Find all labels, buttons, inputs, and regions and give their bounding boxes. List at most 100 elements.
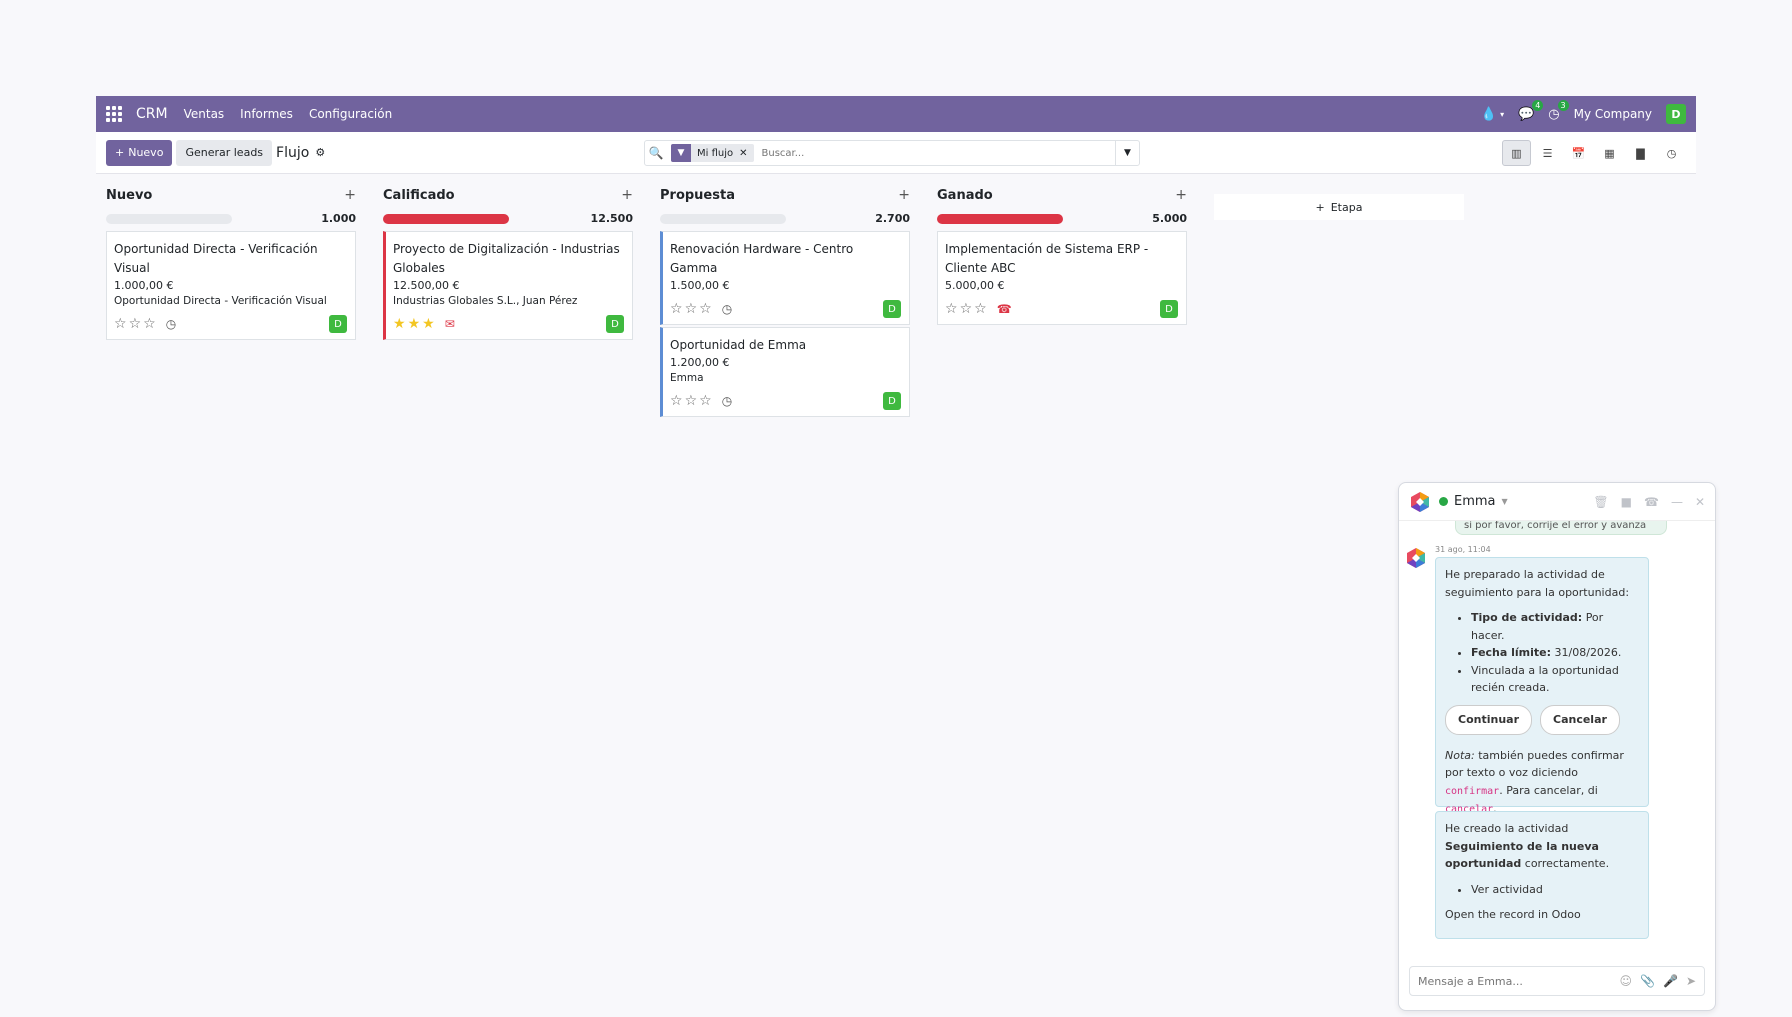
- column-title[interactable]: Calificado: [383, 187, 455, 203]
- avatar: D: [1160, 300, 1178, 318]
- company-switcher[interactable]: My Company: [1573, 107, 1652, 121]
- note-part-1: también puedes confirmar por texto o voz…: [1445, 748, 1624, 780]
- star-icon[interactable]: ☆: [670, 393, 683, 409]
- send-icon[interactable]: ➤: [1685, 974, 1696, 988]
- add-stage-button[interactable]: + Etapa: [1214, 194, 1464, 220]
- user-avatar[interactable]: D: [1666, 104, 1686, 124]
- cancel-keyword: cancelar: [1445, 804, 1494, 815]
- minimize-icon[interactable]: —: [1670, 494, 1683, 509]
- star-icon[interactable]: ☆: [128, 316, 142, 332]
- debug-drop-icon[interactable]: 💧 ▾: [1480, 106, 1505, 122]
- star-icon[interactable]: ☆: [699, 393, 712, 409]
- phone-call-icon[interactable]: ☎: [1643, 494, 1659, 509]
- trash-icon[interactable]: 🗑: [1593, 494, 1609, 509]
- column-title[interactable]: Propuesta: [660, 187, 735, 203]
- calendar-view-icon[interactable]: 📅: [1571, 146, 1586, 160]
- chat-name[interactable]: Emma: [1454, 494, 1496, 509]
- star-filled-icon[interactable]: ★: [393, 316, 406, 332]
- progress-bar[interactable]: [660, 213, 786, 224]
- menu-configuracion[interactable]: Configuración: [308, 107, 393, 121]
- kanban-view-icon[interactable]: ▥: [1502, 140, 1531, 166]
- star-icon[interactable]: ☆: [143, 316, 156, 332]
- star-icon[interactable]: ☆: [670, 301, 683, 317]
- star-icon[interactable]: ☆: [684, 393, 698, 409]
- kanban-card[interactable]: Renovación Hardware - Centro Gamma 1.500…: [660, 231, 910, 325]
- progress-bar[interactable]: [106, 213, 232, 224]
- chat-header[interactable]: Emma ▼ 🗑 ■ ☎ — ✕: [1399, 483, 1715, 521]
- messages-icon[interactable]: 💬 4: [1518, 99, 1544, 122]
- quick-create-icon[interactable]: +: [898, 187, 910, 203]
- gear-icon[interactable]: ⚙: [315, 146, 326, 159]
- progress-bar[interactable]: [383, 213, 509, 224]
- apps-grid-icon[interactable]: [106, 106, 122, 122]
- priority-stars[interactable]: ★ ★ ★ ✉: [393, 316, 455, 332]
- messages-badge: 4: [1532, 99, 1544, 111]
- filter-icon: ▼: [671, 144, 691, 162]
- star-filled-icon[interactable]: ★: [422, 316, 435, 332]
- star-filled-icon[interactable]: ★: [407, 316, 421, 332]
- close-icon[interactable]: ✕: [1694, 494, 1705, 509]
- view-activity-link[interactable]: Ver actividad: [1471, 881, 1639, 899]
- generate-leads-button[interactable]: Generar leads: [176, 139, 273, 166]
- open-record-link[interactable]: Open the record in Odoo: [1445, 908, 1581, 921]
- star-icon[interactable]: ☆: [114, 316, 127, 332]
- microphone-icon[interactable]: 🎤: [1662, 974, 1678, 988]
- search-bar[interactable]: 🔍 ▼ Mi flujo ✕ ▼: [644, 140, 1140, 166]
- app-brand[interactable]: CRM: [136, 106, 168, 122]
- card-amount: 12.500,00 €: [393, 279, 460, 292]
- menu-ventas[interactable]: Ventas: [183, 107, 225, 121]
- confirmation-suffix: correctamente.: [1524, 857, 1610, 870]
- clock-icon[interactable]: ◷: [721, 394, 733, 408]
- column-title[interactable]: Ganado: [937, 187, 993, 203]
- card-amount: 1.000,00 €: [114, 279, 174, 292]
- quick-create-icon[interactable]: +: [621, 187, 633, 203]
- message-input[interactable]: [1418, 974, 1620, 988]
- video-call-icon[interactable]: ■: [1620, 494, 1632, 509]
- priority-stars[interactable]: ☆ ☆ ☆ ☎: [945, 301, 1012, 317]
- progress-bar[interactable]: [937, 213, 1063, 224]
- emoji-icon[interactable]: ☺: [1619, 974, 1633, 988]
- priority-stars[interactable]: ☆ ☆ ☆ ◷: [670, 393, 732, 409]
- cancel-button[interactable]: Cancelar: [1540, 704, 1620, 735]
- envelope-icon[interactable]: ✉: [444, 317, 455, 331]
- star-icon[interactable]: ☆: [699, 301, 712, 317]
- facet-remove-icon[interactable]: ✕: [739, 147, 748, 159]
- search-input[interactable]: [761, 147, 1115, 159]
- filter-facet[interactable]: ▼ Mi flujo ✕: [671, 144, 754, 162]
- star-icon[interactable]: ☆: [945, 301, 958, 317]
- star-icon[interactable]: ☆: [959, 301, 973, 317]
- bot-message: He creado la actividad Seguimiento de la…: [1435, 811, 1649, 939]
- column-total: 2.700: [875, 212, 910, 225]
- new-button[interactable]: + Nuevo: [106, 139, 173, 166]
- star-icon[interactable]: ☆: [684, 301, 698, 317]
- priority-stars[interactable]: ☆ ☆ ☆ ◷: [670, 301, 732, 317]
- quick-create-icon[interactable]: +: [1175, 187, 1187, 203]
- kanban-card[interactable]: Oportunidad Directa - Verificación Visua…: [106, 231, 356, 340]
- menu-informes[interactable]: Informes: [240, 107, 293, 121]
- clock-icon[interactable]: ◷: [721, 302, 733, 316]
- graph-view-icon[interactable]: ▇: [1636, 146, 1645, 160]
- clock-icon[interactable]: ◷: [165, 317, 177, 331]
- card-partner: Emma: [670, 372, 704, 384]
- pivot-view-icon[interactable]: ▦: [1604, 146, 1615, 160]
- card-title: Renovación Hardware - Centro Gamma: [670, 242, 854, 275]
- list-item: Fecha límite: 31/08/2026.: [1471, 644, 1639, 662]
- star-icon[interactable]: ☆: [974, 301, 987, 317]
- kanban-card[interactable]: Oportunidad de Emma 1.200,00 € Emma ☆ ☆ ☆ …: [660, 327, 910, 417]
- kanban-column-calificado: Calificado + 12.500 Proyecto de Digitali…: [383, 184, 633, 419]
- phone-icon[interactable]: ☎: [996, 302, 1012, 316]
- item-label: Tipo de actividad:: [1471, 611, 1583, 624]
- chat-thread[interactable]: si por favor, corrije el error y avanza …: [1399, 521, 1715, 950]
- chevron-down-icon[interactable]: ▼: [1501, 497, 1508, 506]
- list-view-icon[interactable]: ☰: [1542, 146, 1553, 160]
- kanban-card[interactable]: Proyecto de Digitalización - Industrias …: [383, 231, 633, 340]
- continue-button[interactable]: Continuar: [1445, 704, 1532, 735]
- attachment-icon[interactable]: 📎: [1640, 974, 1655, 988]
- activity-view-icon[interactable]: ◷: [1666, 146, 1677, 160]
- priority-stars[interactable]: ☆ ☆ ☆ ◷: [114, 316, 176, 332]
- search-options-toggle[interactable]: ▼: [1115, 141, 1139, 165]
- column-title[interactable]: Nuevo: [106, 187, 153, 203]
- activities-clock-icon[interactable]: ◷ 3: [1548, 99, 1569, 122]
- kanban-card[interactable]: Implementación de Sistema ERP - Cliente …: [937, 231, 1187, 325]
- quick-create-icon[interactable]: +: [344, 187, 356, 203]
